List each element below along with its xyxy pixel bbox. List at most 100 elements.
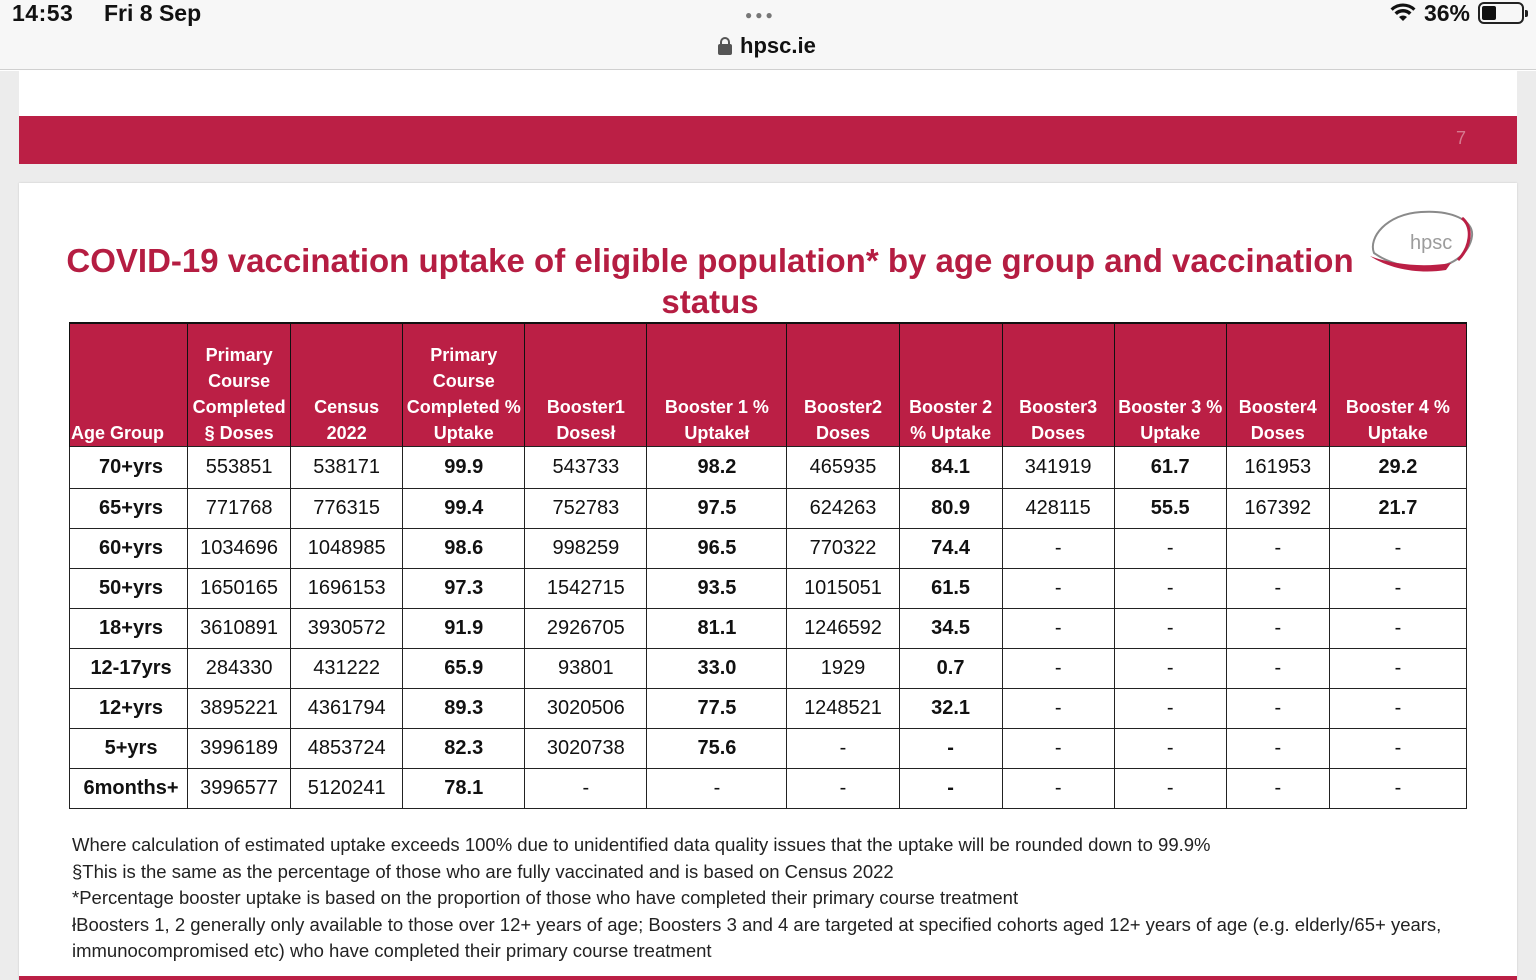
battery-percentage: 36% [1423,0,1470,26]
table-cell: - [1328,607,1468,649]
table-cell: 3996189 [187,727,292,769]
table-cell: - [1113,567,1227,609]
table-cell: 161953 [1225,445,1330,489]
table-row: 6months+ 3996577 5120241 78.1- - - - - - - - [68,767,1468,809]
table-cell: 93801 [524,647,648,689]
table-cell: 771768 [187,487,292,529]
table-cell: 89.3 [402,687,526,729]
table-row: 5+yrs 3996189 4853724 82.3 3020738 75.6- - - - - - [68,727,1468,769]
table-cell: - [1225,527,1330,569]
column-header: Primary Course Completed % Uptake [402,322,526,446]
column-header: Booster 3 % Uptake [1113,322,1227,446]
table-cell: 4853724 [290,727,404,769]
table-cell: - [1001,527,1115,569]
table-row: 70+yrs 553851 538171 99.9 543733 98.2 465935 84… [68,445,1468,489]
table-cell: 32.1 [898,687,1003,729]
table-cell: 4361794 [290,687,404,729]
table-cell: 3610891 [187,607,292,649]
multitasking-dots-icon[interactable]: ●●● [745,8,776,22]
table-cell: 553851 [187,445,292,489]
table-cell: 752783 [524,487,648,529]
table-cell: 543733 [524,445,648,489]
table-cell: 770322 [786,527,900,569]
table-cell: - [786,727,900,769]
table-cell: - [1001,687,1115,729]
table-cell: 465935 [786,445,900,489]
age-group-cell: 50+yrs [68,567,189,609]
slide-footer-banner [19,116,1517,164]
table-cell: 3020738 [524,727,648,769]
table-cell: - [1001,727,1115,769]
table-cell: - [1328,687,1468,729]
table-cell: 1048985 [290,527,404,569]
table-cell: 431222 [290,647,404,689]
table-cell: - [646,767,788,809]
footnote: §This is the same as the percentage of t… [72,860,894,882]
column-header: Booster2 Doses [786,322,900,446]
age-group-cell: 12-17yrs [68,647,189,689]
table-cell: - [1113,607,1227,649]
battery-icon [1478,2,1528,24]
table-cell: 341919 [1001,445,1115,489]
table-cell: - [1225,687,1330,729]
table-cell: 428115 [1001,487,1115,529]
slide-bottom-rule [19,976,1517,980]
status-time: 14:53 [12,0,74,26]
age-group-cell: 60+yrs [68,527,189,569]
footnotes: Where calculation of estimated uptake ex… [72,832,1472,965]
column-header: Booster4 Doses [1225,322,1330,446]
browser-address-bar[interactable]: hpsc.ie [0,30,1536,70]
table-cell: - [1113,767,1227,809]
table-cell: - [1225,727,1330,769]
table-cell: - [1328,767,1468,809]
url-display[interactable]: hpsc.ie [718,33,816,59]
table-cell: - [1113,527,1227,569]
table-cell: - [1001,607,1115,649]
table-row: 60+yrs 1034696 1048985 98.6 998259 96.5 770322… [68,527,1468,569]
hpsc-logo [1370,210,1474,272]
table-cell: 93.5 [646,567,788,609]
age-group-cell: 6months+ [68,767,189,809]
table-cell: - [1001,767,1115,809]
table-cell: 61.5 [898,567,1003,609]
table-cell: 34.5 [898,607,1003,649]
table-row: 12-17yrs 284330 431222 65.9 93801 33.0 1929 0.7… [68,647,1468,689]
table-cell: - [786,767,900,809]
age-group-cell: 65+yrs [68,487,189,529]
table-cell: - [1113,687,1227,729]
table-cell: 65.9 [402,647,526,689]
table-cell: 82.3 [402,727,526,769]
table-cell: 3996577 [187,767,292,809]
table-cell: 84.1 [898,445,1003,489]
table-cell: - [1001,647,1115,689]
table-cell: 1015051 [786,567,900,609]
table-cell: 96.5 [646,527,788,569]
table-cell: 776315 [290,487,404,529]
table-row: 65+yrs 771768 776315 99.4 752783 97.5 624263 80… [68,487,1468,529]
table-cell: 2926705 [524,607,648,649]
table-cell: 29.2 [1328,445,1468,489]
column-header: Booster 4 % Uptake [1328,322,1468,446]
table-cell: - [524,767,648,809]
table-cell: - [1113,647,1227,689]
table-cell: 1248521 [786,687,900,729]
table-cell: 97.5 [646,487,788,529]
table-cell: - [1225,767,1330,809]
column-header: Booster1 Dosesł [524,322,648,446]
status-indicators: 36% [1390,0,1528,26]
footnote: Where calculation of estimated uptake ex… [72,834,1211,855]
column-header: Census 2022 [290,322,404,446]
column-header: Age Group [68,322,189,446]
age-group-cell: 12+yrs [68,687,189,729]
table-cell: 74.4 [898,527,1003,569]
table-cell: 61.7 [1113,445,1227,489]
table-cell: 998259 [524,527,648,569]
table-cell: - [1328,527,1468,569]
column-header: Primary Course Completed § Doses [187,322,292,446]
table-cell: 55.5 [1113,487,1227,529]
table-cell: 284330 [187,647,292,689]
column-header: Booster 1 % Uptakeł [646,322,788,446]
url-text[interactable]: hpsc.ie [740,33,816,58]
vaccination-uptake-table: Age Group Primary Course Completed § Dose… [68,322,1468,809]
table-cell: 538171 [290,445,404,489]
